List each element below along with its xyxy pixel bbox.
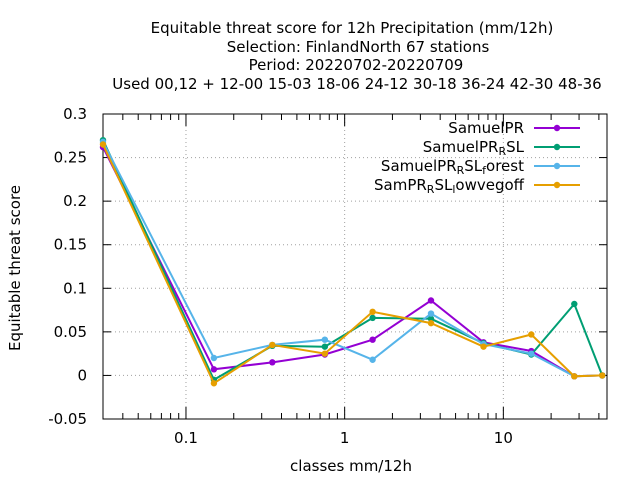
data-point: [321, 350, 329, 357]
series-3: [99, 138, 606, 380]
grid: [103, 113, 607, 420]
y-tick-label: 0.15: [54, 236, 87, 254]
legend-label: SamPRRSLlowvegoff: [374, 176, 525, 196]
title-line-1: Equitable threat score for 12h Precipita…: [151, 19, 554, 37]
data-point: [599, 372, 606, 379]
legend: SamuelPRSamuelPRRSLSamuelPRRSLforestSamP…: [374, 119, 580, 196]
data-point: [99, 141, 107, 148]
x-axis-label: classes mm/12h: [290, 457, 412, 475]
series-4: [99, 141, 606, 387]
legend-label: SamuelPRRSLforest: [381, 157, 524, 177]
series-1: [99, 143, 606, 380]
x-tick-label: 10: [494, 429, 513, 447]
y-tick-label: 0.25: [54, 149, 87, 167]
y-axis-label: Equitable threat score: [6, 185, 24, 351]
axes: -0.05 0 0.05 0.1 0.15 0.2 0.25 0.3 0.1 1 10: [48, 105, 608, 447]
data-point: [369, 336, 376, 343]
data-point: [427, 297, 435, 304]
title-line-3: Period: 20220702-20220709: [249, 56, 464, 74]
y-tick-label: 0.3: [63, 105, 87, 123]
x-tick-label: 0.1: [174, 429, 198, 447]
legend-swatch-point: [553, 124, 561, 132]
data-point: [427, 319, 435, 327]
x-tick-label: 1: [340, 429, 350, 447]
chart-title: Equitable threat score for 12h Precipita…: [112, 19, 601, 93]
series-line: [102, 146, 603, 378]
legend-label: SamuelPR: [448, 119, 524, 137]
y-tick-label: -0.05: [48, 410, 87, 428]
data-point: [321, 343, 329, 350]
y-tick-label: 0.1: [63, 279, 87, 297]
series-line: [102, 139, 604, 382]
data-point: [571, 373, 578, 380]
data-point: [369, 308, 376, 316]
data-point: [571, 300, 578, 308]
data-point: [210, 366, 218, 373]
title-line-4: Used 00,12 + 12-00 15-03 18-06 24-12 30-…: [112, 75, 601, 93]
legend-swatch-point: [553, 143, 561, 151]
plot-frame: [102, 113, 608, 420]
y-tick-label: 0.2: [63, 192, 87, 210]
data-point: [369, 314, 376, 322]
data-point: [528, 350, 535, 357]
legend-label: SamuelPRRSL: [423, 138, 525, 158]
data-point: [528, 331, 535, 338]
y-tick-label: 0: [77, 366, 87, 384]
data-point: [321, 336, 329, 343]
data-point: [210, 380, 218, 387]
series-layer: [99, 136, 606, 387]
data-point: [269, 341, 276, 349]
data-point: [210, 354, 218, 362]
legend-swatch-point: [553, 162, 561, 170]
data-point: [369, 356, 376, 363]
title-line-2: Selection: FinlandNorth 67 stations: [227, 38, 490, 56]
data-point: [480, 343, 487, 350]
series-line: [102, 144, 603, 385]
y-tick-label: 0.05: [54, 323, 87, 341]
data-point: [427, 310, 435, 317]
data-point: [269, 359, 276, 366]
legend-swatch-point: [553, 181, 561, 189]
series-line: [102, 141, 603, 378]
